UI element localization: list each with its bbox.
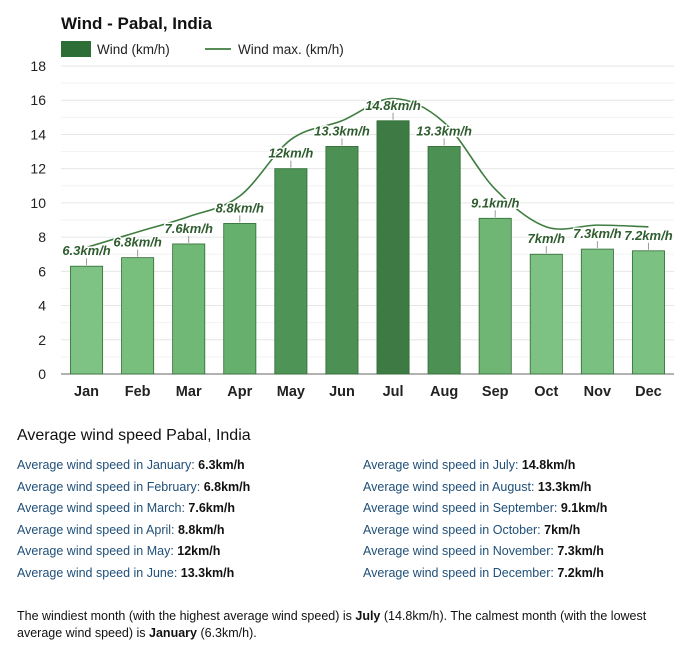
data-label: 12km/h: [268, 146, 313, 161]
stat-value: 7km/h: [544, 522, 581, 537]
summary-text: (6.3km/h).: [196, 625, 257, 640]
y-tick-label: 0: [38, 366, 46, 382]
stat-label: Average wind speed in May:: [17, 544, 178, 558]
bar: [172, 243, 206, 375]
bar: [376, 120, 410, 375]
wind-summary: The windiest month (with the highest ave…: [17, 608, 677, 642]
wind-max-line: [86, 97, 649, 249]
stat-value: 13.3km/h: [537, 479, 592, 494]
wind-chart-svg: Wind - Pabal, India Wind (km/h) Wind max. …: [30, 14, 674, 400]
stat-label: Average wind speed in June:: [17, 565, 181, 580]
stat-row-june: Average wind speed in June: 13.3km/h: [17, 563, 357, 585]
stat-row-november: Average wind speed in November: 7.3km/h: [363, 541, 698, 563]
stat-row-december: Average wind speed in December: 7.2km/h: [363, 563, 698, 585]
stat-row-august: Average wind speed in August: 13.3km/h: [363, 477, 698, 499]
stat-value: 9.1km/h: [560, 501, 608, 515]
stat-label: Average wind speed in August:: [363, 479, 538, 494]
stat-value: 6.8km/h: [203, 479, 251, 494]
bar: [70, 265, 104, 375]
stats-column-right: Average wind speed in July: 14.8km/h Ave…: [363, 455, 698, 584]
average-wind-heading: Average wind speed Pabal, India: [17, 427, 251, 444]
data-label: 7.2km/h: [624, 228, 672, 243]
stat-label: Average wind speed in October:: [363, 522, 545, 537]
legend-line-label: Wind max. (km/h): [238, 42, 344, 57]
data-label: 6.3km/h: [62, 243, 110, 258]
data-label: 7km/h: [528, 231, 566, 246]
x-tick-label: Sep: [482, 384, 509, 400]
bar: [631, 250, 665, 375]
stat-row-march: Average wind speed in March: 7.6km/h: [17, 498, 357, 520]
stat-row-october: Average wind speed in October: 7km/h: [363, 520, 698, 542]
x-tick-label: Nov: [584, 384, 611, 400]
x-tick-label: Jun: [329, 384, 355, 400]
x-tick-label: Dec: [635, 384, 662, 400]
stat-value: 7.3km/h: [557, 544, 604, 558]
stat-label: Average wind speed in April:: [17, 522, 178, 537]
stat-label: Average wind speed in January:: [17, 458, 199, 472]
legend-bar-swatch: [61, 41, 91, 57]
stat-value: 13.3km/h: [180, 565, 235, 580]
stat-label: Average wind speed in July:: [363, 458, 522, 472]
stat-row-july: Average wind speed in July: 14.8km/h: [363, 455, 698, 477]
y-tick-label: 6: [38, 263, 46, 279]
stat-label: Average wind speed in September:: [363, 501, 561, 515]
y-tick-label: 8: [38, 229, 46, 245]
bar: [325, 146, 359, 375]
stat-row-september: Average wind speed in September: 9.1km/h: [363, 498, 698, 520]
y-tick-label: 4: [38, 298, 46, 314]
stat-label: Average wind speed in December:: [363, 565, 558, 580]
bar: [274, 168, 308, 375]
stat-row-april: Average wind speed in April: 8.8km/h: [17, 520, 357, 542]
legend-bar-label: Wind (km/h): [97, 42, 170, 57]
y-tick-label: 2: [38, 332, 46, 348]
bar: [223, 223, 257, 375]
bar: [580, 248, 614, 375]
calmest-month: January: [149, 625, 197, 640]
bar: [427, 146, 461, 375]
data-label: 9.1km/h: [471, 195, 519, 210]
chart-title: Wind - Pabal, India: [61, 14, 213, 33]
bar: [121, 257, 155, 375]
stat-value: 6.3km/h: [198, 458, 245, 472]
stat-value: 8.8km/h: [177, 522, 225, 537]
y-tick-label: 18: [30, 58, 46, 74]
y-tick-label: 16: [30, 92, 46, 108]
y-tick-label: 14: [30, 126, 46, 142]
data-label: 13.3km/h: [314, 123, 370, 138]
y-tick-label: 10: [30, 195, 46, 211]
x-tick-label: Jul: [383, 384, 404, 400]
data-label: 7.3km/h: [573, 226, 621, 241]
data-label: 13.3km/h: [416, 123, 472, 138]
stats-column-left: Average wind speed in January: 6.3km/h A…: [17, 455, 357, 584]
stat-value: 12km/h: [177, 544, 221, 558]
stat-label: Average wind speed in March:: [17, 501, 189, 515]
stat-label: Average wind speed in November:: [363, 544, 558, 558]
x-tick-label: Mar: [176, 384, 202, 400]
stat-row-may: Average wind speed in May: 12km/h: [17, 541, 357, 563]
bar: [529, 253, 563, 375]
summary-text: (14.8km/h). The calmest month (with the …: [17, 608, 647, 640]
stat-value: 7.6km/h: [188, 501, 235, 515]
y-tick-label: 12: [30, 161, 46, 177]
stat-row-january: Average wind speed in January: 6.3km/h: [17, 455, 357, 477]
stat-label: Average wind speed in February:: [17, 479, 204, 494]
data-label: 14.8km/h: [365, 98, 421, 113]
stat-value: 14.8km/h: [521, 458, 576, 472]
x-tick-label: Feb: [125, 384, 151, 400]
x-tick-label: Aug: [430, 384, 458, 400]
windiest-month: July: [355, 608, 381, 623]
data-label: 6.8km/h: [113, 235, 161, 250]
summary-text: The windiest month (with the highest ave…: [17, 608, 356, 623]
wind-chart: Wind - Pabal, India Wind (km/h) Wind max. …: [30, 14, 674, 400]
stat-row-february: Average wind speed in February: 6.8km/h: [17, 477, 357, 499]
bar: [478, 217, 512, 375]
x-tick-label: May: [277, 384, 305, 400]
x-tick-label: Jan: [74, 384, 99, 400]
x-tick-label: Apr: [227, 384, 252, 400]
data-label: 7.6km/h: [164, 221, 212, 236]
stat-value: 7.2km/h: [557, 565, 604, 580]
x-tick-label: Oct: [534, 384, 558, 400]
data-label: 8.8km/h: [216, 200, 264, 215]
